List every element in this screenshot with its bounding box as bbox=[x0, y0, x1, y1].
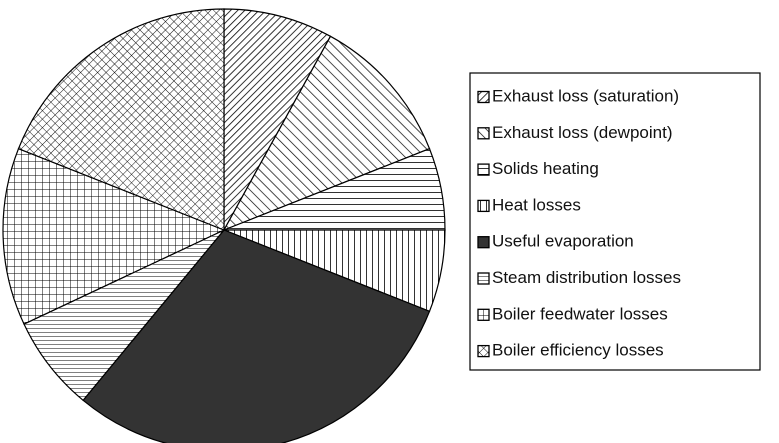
legend-label: Boiler efficiency losses bbox=[492, 341, 664, 360]
legend-label: Useful evaporation bbox=[492, 232, 634, 251]
legend-swatch bbox=[477, 90, 490, 104]
legend-label: Heat losses bbox=[492, 195, 581, 214]
legend-swatch bbox=[477, 199, 490, 213]
legend-label: Steam distribution losses bbox=[492, 268, 681, 287]
pie-slice bbox=[222, 35, 431, 232]
pie-slice bbox=[82, 229, 431, 443]
legend-box bbox=[469, 72, 761, 371]
legend-label: Exhaust loss (saturation) bbox=[492, 86, 679, 105]
pie-slice bbox=[223, 8, 332, 231]
legend-swatch bbox=[477, 272, 490, 285]
legend-swatch bbox=[477, 236, 490, 249]
legend-swatch bbox=[477, 127, 490, 140]
pie-slice bbox=[2, 147, 226, 325]
pie-slice bbox=[17, 8, 225, 231]
legend-label: Solids heating bbox=[492, 159, 599, 178]
legend-label: Exhaust loss (dewpoint) bbox=[492, 123, 672, 142]
legend-swatch bbox=[477, 163, 490, 176]
legend-swatch bbox=[477, 308, 490, 321]
legend-swatch bbox=[477, 344, 490, 358]
legend-label: Boiler feedwater losses bbox=[492, 304, 668, 323]
